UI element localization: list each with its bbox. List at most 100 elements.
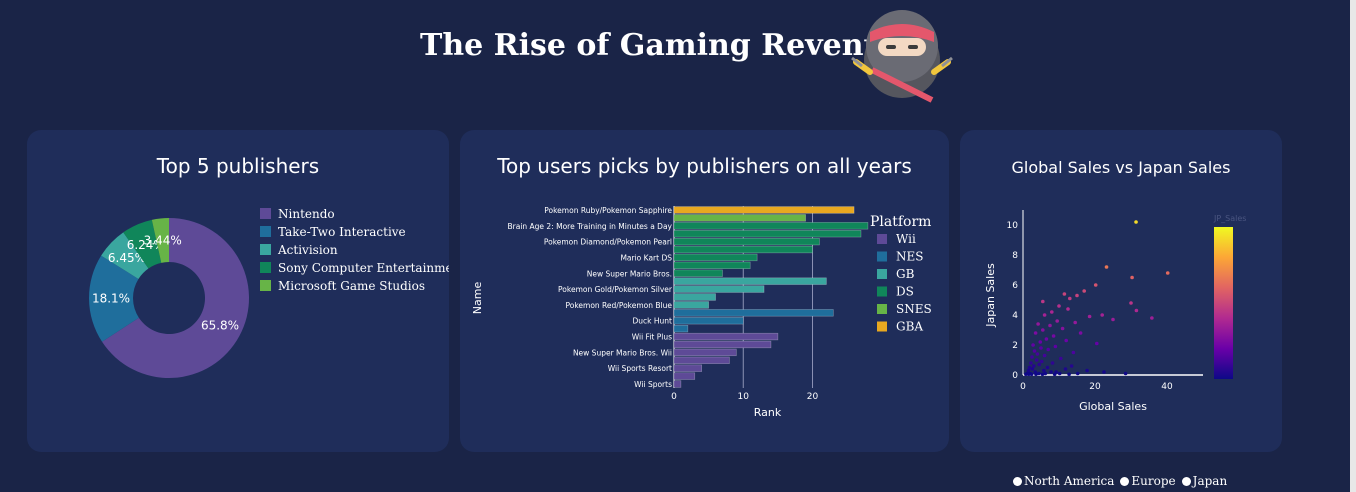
scatter-point [1082,289,1086,293]
legend-entry: SNES [896,302,932,316]
x-tick-label: 40 [1161,382,1173,392]
page-scrollbar[interactable] [1350,0,1356,492]
scatter-point [1093,283,1098,287]
scatter-point [1040,372,1045,377]
scatter-point [1031,343,1035,347]
scatter-point [1075,371,1080,376]
scatter-point [1044,337,1049,341]
scatter-point [1041,328,1045,332]
scatter-point [1066,307,1070,311]
scatter-point [1134,220,1138,224]
radio-dot-icon[interactable] [1181,476,1191,486]
pie-slice [101,232,149,279]
bar [673,364,703,372]
legend-entry: GB [896,267,915,281]
bar [673,340,772,349]
x-tick-label: 0 [1020,382,1026,392]
scatter-point [1095,341,1099,346]
x-tick-label: 10 [738,392,750,402]
legend-swatch [877,251,887,262]
sales-card: Global Sales vs Japan Sales 0 20 40 0 2 4 6 8 10… [960,130,1282,452]
user-picks-bar-chart: 0 10 20 Pokemon Ruby/Pokemon Sapphire Brain … [471,206,932,419]
publishers-card: Top 5 publishers 65.8% 18.1% 6.45% 6.24% 3.4… [27,130,449,452]
scatter-point [1075,293,1079,298]
pie-slice [102,218,250,378]
bar [673,277,827,285]
y-tick-label: 6 [1012,281,1018,291]
header: The Rise of Gaming Revenue [0,0,1356,115]
legend-entry: GBA [896,320,923,334]
scatter-point [1085,368,1089,373]
legend-swatch [877,269,887,279]
scatter-point [1035,352,1040,356]
scatter-point [1111,317,1115,322]
x-tick-label: 20 [807,392,819,402]
scatter-point [1034,358,1039,362]
x-tick-label: 0 [671,392,677,402]
legend-swatch [877,286,887,297]
pie-slice [123,219,162,269]
pie-slice-label: 3.44% [144,233,182,247]
scatter-point [1042,368,1046,373]
scatter-point [1150,316,1154,320]
bar [673,269,723,277]
y-tick-label: Pokemon Ruby/Pokemon Sapphire [544,206,672,215]
scatter-point [1026,372,1031,377]
legend-swatch [260,244,271,255]
scatter-point [1053,344,1058,349]
scatter-point [1062,292,1067,296]
legend-swatch [260,280,271,291]
scatter-point [1029,361,1033,365]
pie-slice [151,218,169,263]
bar-title: Top users picks by publishers on all yea… [497,154,912,178]
radio-dot-icon[interactable] [1013,476,1022,486]
scatter-point [1042,353,1047,358]
region-radio-group: North America Europe Japan [1013,474,1227,488]
scatter-point [1024,372,1028,377]
legend-entry: DS [896,285,914,299]
legend-entry: NES [896,250,923,264]
legend-swatch [877,321,887,332]
bar [673,356,730,364]
scatter-point [1102,370,1106,374]
y-tick-label: New Super Mario Bros. Wii [573,348,672,357]
scatter-point [1165,271,1170,275]
radio-japan[interactable]: Japan [1181,474,1228,488]
scatter-point [1087,314,1092,319]
scatter-point [1078,331,1083,335]
radio-europe[interactable]: Europe [1120,474,1176,488]
scatter-point [1042,313,1047,317]
legend-swatch [877,234,887,244]
radio-label: Japan [1192,474,1228,488]
x-tick-label: 20 [1089,382,1101,392]
bar [673,309,834,317]
scatter-point [1043,371,1048,376]
y-tick-label: Pokemon Gold/Pokemon Silver [558,285,673,294]
scatter-point [1050,361,1055,365]
publishers-donut-chart: 65.8% 18.1% 6.45%6.24%3.44% Nintendo Take-Tw… [89,207,449,378]
scatter-point [1027,365,1032,370]
y-tick-label: Mario Kart DS [620,253,672,262]
scatter-point [1055,319,1059,323]
scatter-point [1036,322,1040,326]
radio-dot-icon[interactable] [1120,476,1130,486]
scatter-point [1059,356,1063,361]
scatter-point [1037,362,1041,367]
scatter-point [1046,347,1050,352]
y-tick-label: 0 [1012,371,1018,381]
legend-entry: Activision [277,243,338,257]
y-axis-label: Japan Sales [984,263,997,328]
scatter-point [1032,364,1036,368]
scatter-point [1051,334,1056,338]
scatter-point [1030,367,1035,371]
bar [673,230,862,238]
bar [673,301,709,309]
scatter-point [1050,310,1054,314]
pie-slice-label: 65.8% [201,319,239,333]
legend-entry: Nintendo [278,207,335,221]
bar [673,285,765,293]
bar [673,237,820,246]
scatter-point [1068,296,1072,301]
scatter-point [1100,313,1104,317]
radio-north-america[interactable]: North America [1013,474,1114,488]
